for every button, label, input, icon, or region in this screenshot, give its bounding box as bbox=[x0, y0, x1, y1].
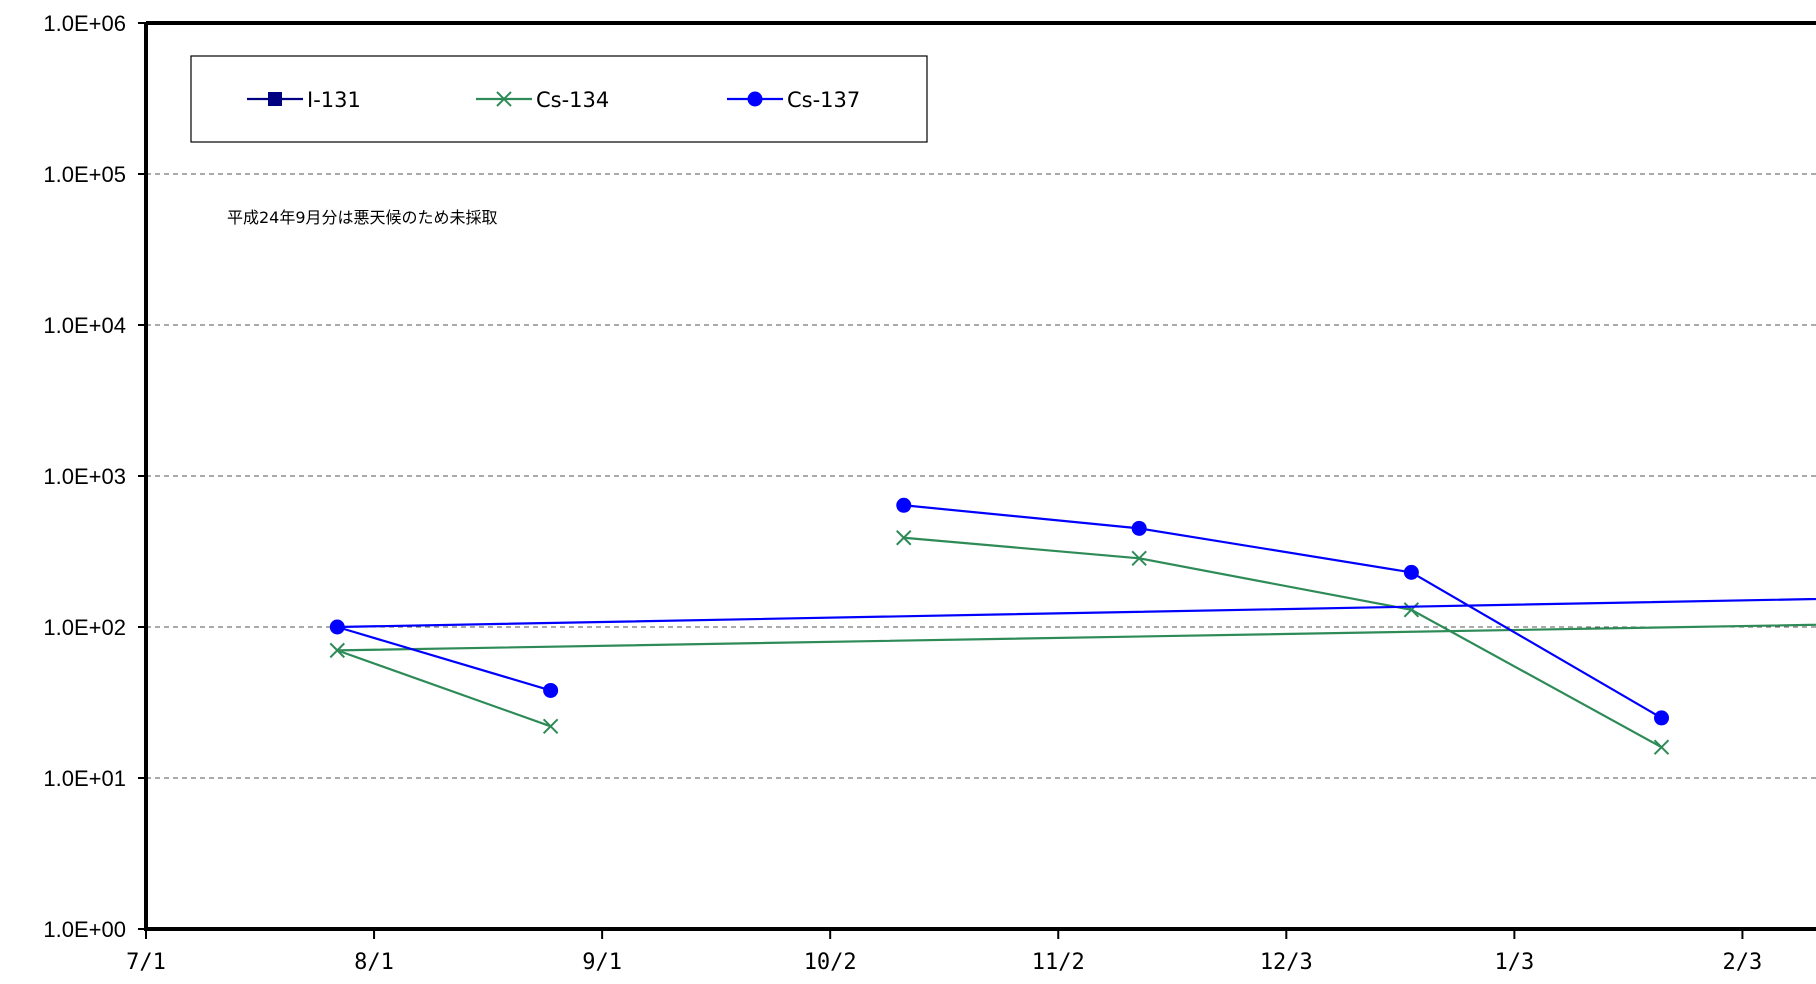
series-layer bbox=[329, 497, 1816, 755]
x-tick-label: 8/1 bbox=[354, 950, 394, 975]
x-tick-label: 9/1 bbox=[582, 950, 622, 975]
y-tick-label: 1.0E+01 bbox=[43, 766, 126, 791]
series-line bbox=[903, 536, 1663, 749]
data-point bbox=[1131, 550, 1147, 567]
x-tick-label: 7/1 bbox=[126, 950, 166, 975]
series-cs-137 bbox=[329, 497, 1816, 726]
x-tick-label: 10/2 bbox=[804, 950, 857, 975]
y-tick-label: 1.0E+04 bbox=[43, 313, 126, 338]
data-point bbox=[1403, 564, 1419, 580]
y-tick-label: 1.0E+00 bbox=[43, 917, 126, 942]
x-tick-label: 1/3 bbox=[1494, 950, 1534, 975]
x-tick-label: 11/2 bbox=[1032, 950, 1085, 975]
x-tick-label: 2/3 bbox=[1723, 950, 1763, 975]
data-point bbox=[747, 91, 763, 107]
y-axis-ticks: 1.0E+00 1.0E+01 1.0E+02 1.0E+03 1.0E+04 1.0E+… bbox=[43, 11, 146, 942]
y-tick-label: 1.0E+06 bbox=[43, 11, 126, 36]
grid-lines bbox=[146, 173, 1816, 779]
data-point bbox=[268, 92, 282, 106]
series-line bbox=[903, 504, 1663, 719]
x-axis-ticks: 7/1 8/1 9/1 10/2 11/2 12/3 1/3 2/3 bbox=[126, 929, 1762, 975]
y-tick-label: 1.0E+05 bbox=[43, 162, 126, 187]
data-point bbox=[896, 497, 912, 513]
series-line bbox=[336, 597, 1816, 692]
series-cs-134 bbox=[329, 530, 1816, 755]
data-point bbox=[1653, 739, 1670, 755]
data-point bbox=[542, 718, 559, 735]
chart-annotation: 平成24年9月分は悪天候のため未採取 bbox=[227, 208, 498, 227]
legend-box bbox=[190, 55, 928, 143]
data-point bbox=[1403, 602, 1420, 618]
x-tick-label: 12/3 bbox=[1260, 950, 1313, 975]
data-point bbox=[329, 642, 345, 659]
data-point bbox=[1131, 520, 1147, 536]
data-point bbox=[896, 530, 912, 546]
legend-label: Cs-134 bbox=[536, 88, 609, 112]
legend: I-131 Cs-134 Cs-137 bbox=[190, 55, 928, 143]
y-tick-label: 1.0E+02 bbox=[43, 615, 126, 640]
data-point bbox=[543, 682, 559, 698]
data-point bbox=[496, 91, 512, 107]
series-line bbox=[336, 623, 1816, 728]
legend-label: Cs-137 bbox=[787, 88, 860, 112]
legend-label: I-131 bbox=[307, 88, 361, 112]
data-point bbox=[329, 619, 345, 635]
data-point bbox=[1654, 710, 1670, 726]
y-tick-label: 1.0E+03 bbox=[43, 464, 126, 489]
